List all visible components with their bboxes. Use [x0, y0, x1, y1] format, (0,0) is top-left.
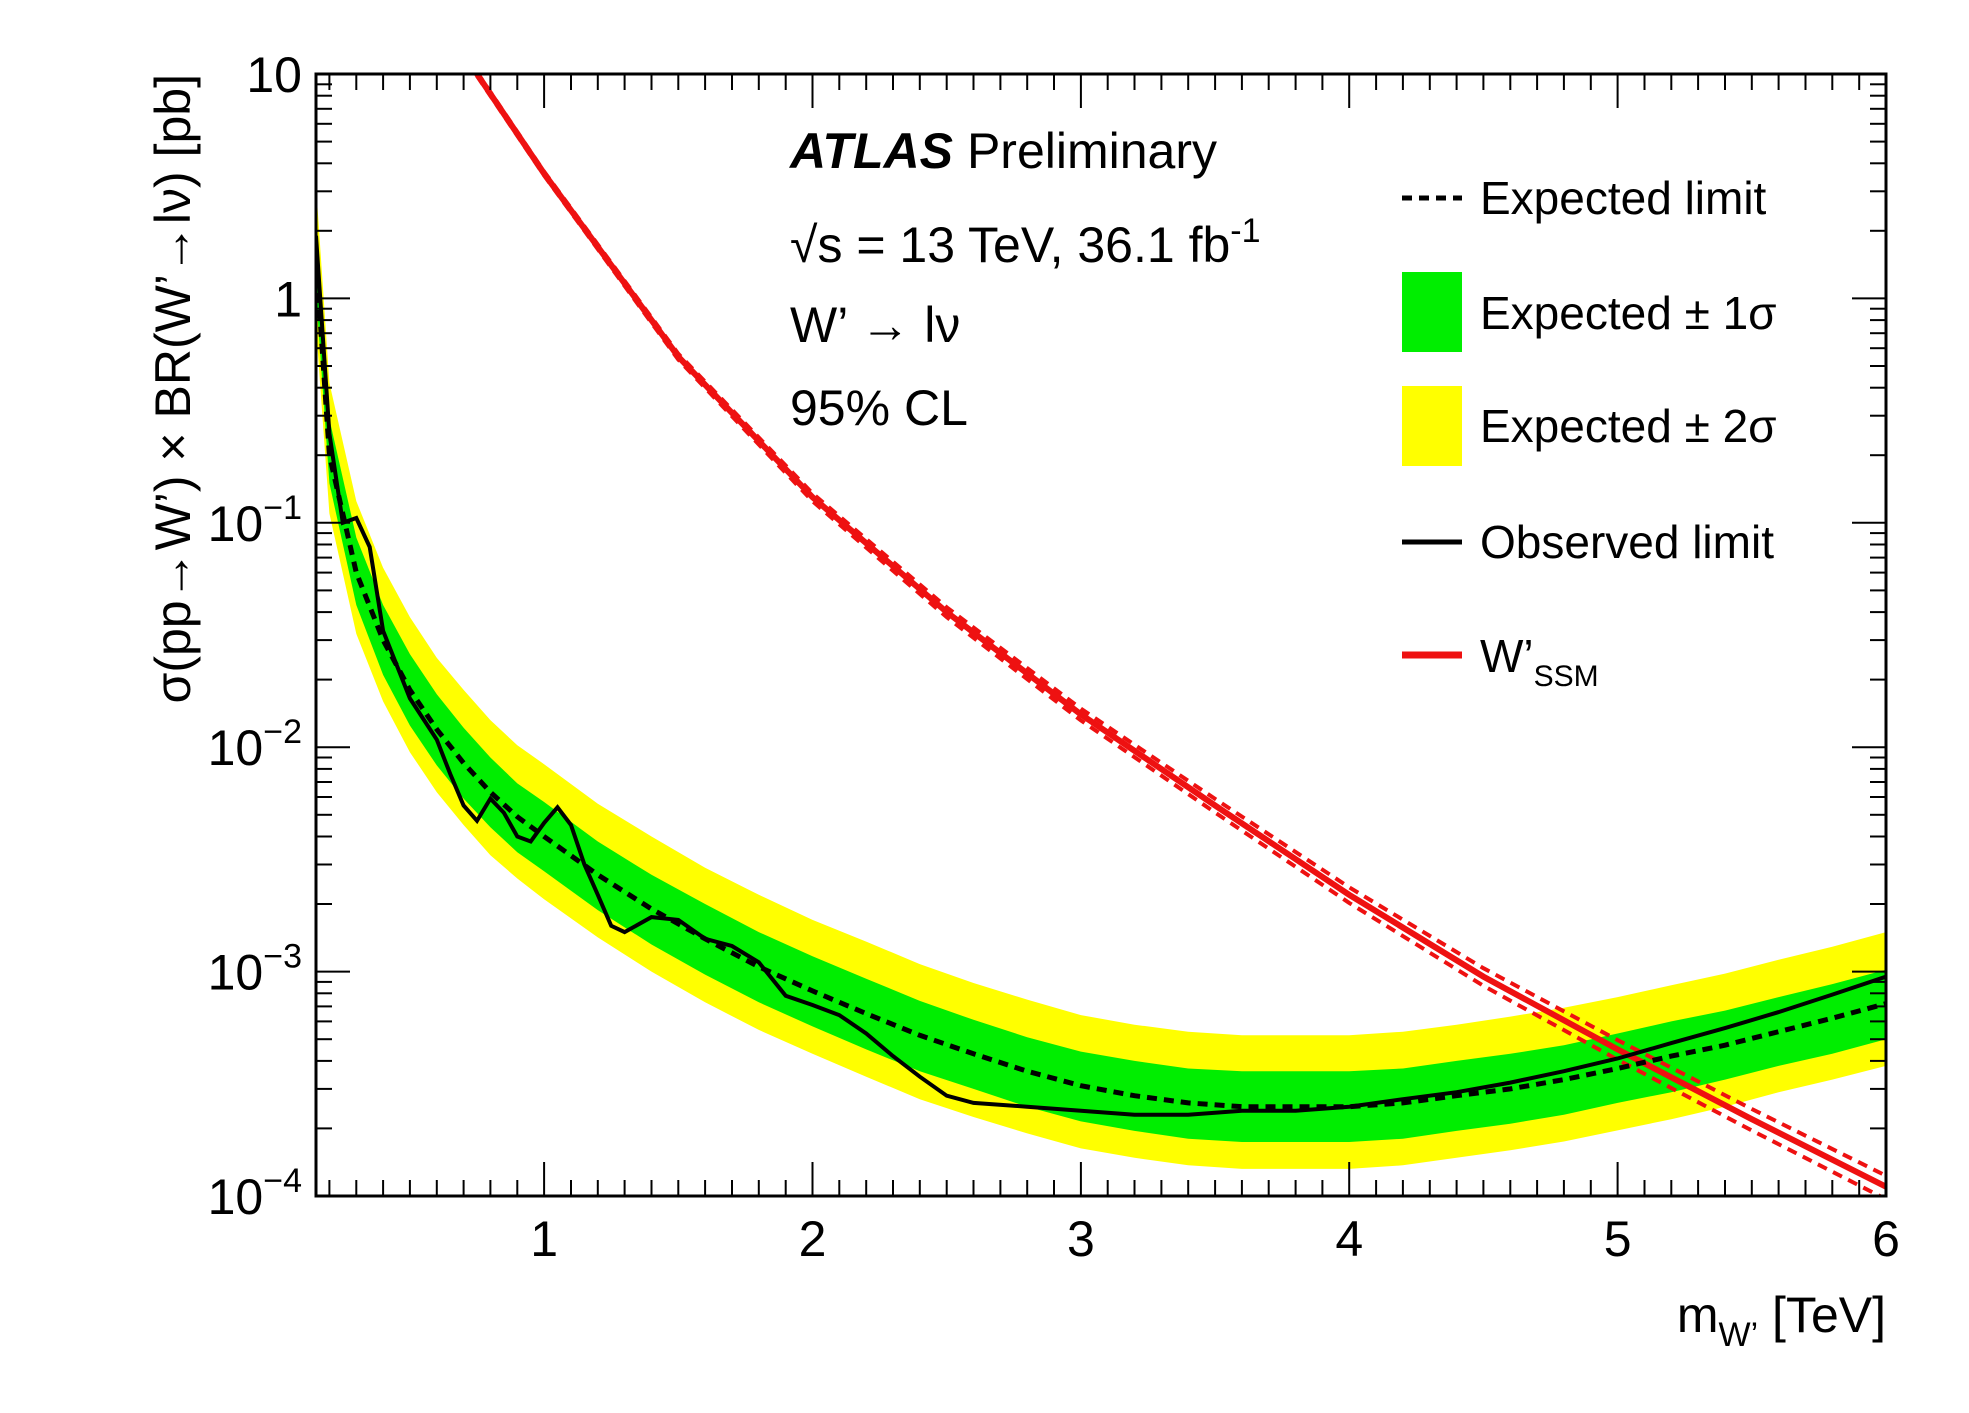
legend-item-observed: Observed limit [1402, 516, 1774, 568]
energy-lumi-text: √s = 13 TeV, 36.1 fb [790, 217, 1230, 273]
legend-item-band1: Expected ± 1σ [1402, 272, 1777, 352]
legend: Expected limit Expected ± 1σ Expected ± … [1402, 172, 1777, 693]
x-axis-title-sub: W’ [1719, 1316, 1759, 1354]
y-tick-exponent: −3 [263, 938, 302, 976]
experiment-label: ATLAS Preliminary [788, 123, 1217, 179]
y-tick-base: 10 [208, 945, 264, 1001]
y-tick-base: 10 [208, 496, 264, 552]
y-axis-title: σ(pp→W’) × BR(W’→lν) [pb] [145, 74, 201, 704]
legend-label-ssm-sub: SSM [1534, 660, 1599, 693]
y-tick-base: 1 [274, 271, 302, 327]
y-tick-base: 10 [246, 47, 302, 103]
legend-label-band1: Expected ± 1σ [1480, 287, 1777, 339]
y-tick-label: 10−4 [208, 1162, 302, 1225]
limit-curves [316, 74, 1886, 1196]
legend-label-ssm-main: W’ [1480, 630, 1534, 682]
annotation-block: ATLAS Preliminary √s = 13 TeV, 36.1 fb-1 … [788, 123, 1261, 436]
y-tick-label: 10−3 [208, 938, 302, 1001]
expected-limit-line [316, 258, 1886, 1110]
legend-label-band2: Expected ± 2σ [1480, 400, 1777, 452]
expected-bands [316, 185, 1886, 1169]
x-axis-title-unit: [TeV] [1758, 1287, 1886, 1343]
x-tick-label: 2 [799, 1211, 827, 1267]
x-tick-label: 1 [530, 1211, 558, 1267]
expected-1sigma-band [316, 226, 1886, 1143]
legend-label-expected: Expected limit [1480, 172, 1767, 224]
plot-frame [314, 72, 1888, 1198]
y-tick-exponent: −2 [263, 713, 302, 751]
preliminary-label: Preliminary [967, 123, 1217, 179]
legend-item-ssm: W’SSM [1402, 630, 1599, 693]
energy-lumi-label: √s = 13 TeV, 36.1 fb-1 [790, 212, 1261, 273]
y-tick-label: 10 [246, 47, 302, 103]
atlas-label: ATLAS [788, 123, 953, 179]
legend-label-ssm: W’SSM [1480, 630, 1599, 693]
y-tick-exponent: −4 [263, 1162, 302, 1200]
legend-swatch-band1 [1402, 272, 1462, 352]
y-tick-label: 10−1 [208, 489, 302, 552]
x-tick-label: 5 [1604, 1211, 1632, 1267]
x-axis-title: mW’ [TeV] [1677, 1287, 1886, 1354]
y-tick-base: 10 [208, 720, 264, 776]
x-tick-label: 3 [1067, 1211, 1095, 1267]
legend-label-observed: Observed limit [1480, 516, 1774, 568]
cl-label: 95% CL [790, 380, 968, 436]
energy-lumi-exp: -1 [1230, 212, 1260, 250]
x-axis-title-main: m [1677, 1287, 1719, 1343]
legend-item-band2: Expected ± 2σ [1402, 386, 1777, 466]
legend-item-expected: Expected limit [1402, 172, 1767, 224]
channel-label: W’ → lν [790, 297, 960, 353]
y-tick-exponent: −1 [263, 489, 302, 527]
y-tick-label: 1 [274, 271, 302, 327]
legend-swatch-band2 [1402, 386, 1462, 466]
x-tick-label: 4 [1335, 1211, 1363, 1267]
observed-limit-line [316, 235, 1886, 1117]
y-tick-label: 10−2 [208, 713, 302, 776]
y-tick-base: 10 [208, 1169, 264, 1225]
x-axis-ticks: 1 2 3 4 5 6 [328, 74, 1900, 1267]
x-tick-label: 6 [1872, 1211, 1900, 1267]
